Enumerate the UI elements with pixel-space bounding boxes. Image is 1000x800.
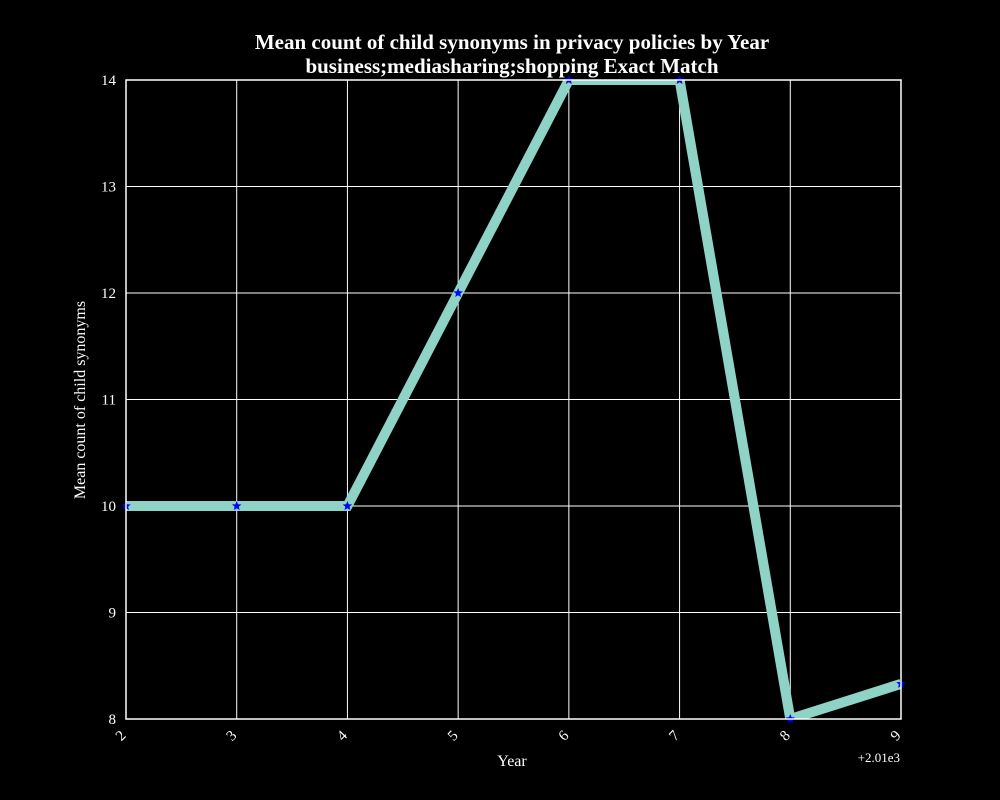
x-tick-label: 7	[666, 728, 683, 745]
y-tick-label: 10	[101, 499, 116, 515]
x-tick-label: 4	[334, 728, 351, 745]
data-point-marker	[453, 288, 463, 298]
y-tick-label: 14	[101, 73, 117, 89]
x-tick-label: 6	[556, 728, 573, 745]
x-tick-label: 3	[224, 728, 241, 745]
y-ticks: 8 9 10 11 12 13 14	[101, 73, 117, 728]
series-line	[126, 80, 901, 719]
y-tick-label: 9	[109, 606, 117, 622]
series-layer	[126, 80, 901, 719]
chart-subtitle: business;mediasharing;shopping Exact Mat…	[305, 54, 718, 78]
chart-title: Mean count of child synonyms in privacy …	[255, 30, 769, 54]
x-offset-label: +2.01e3	[858, 750, 900, 765]
data-point-marker	[231, 501, 242, 511]
x-tick-label: 5	[445, 728, 462, 745]
x-axis-label: Year	[497, 753, 527, 770]
y-tick-label: 8	[109, 712, 117, 728]
x-ticks: 2 3 4 5 6 7 8 9	[113, 728, 905, 745]
plot-frame	[125, 79, 902, 720]
y-tick-label: 12	[101, 286, 116, 302]
x-tick-label: 8	[777, 728, 794, 745]
x-tick-label: 9	[888, 728, 905, 745]
y-tick-label: 11	[102, 393, 116, 409]
data-point-marker	[342, 501, 353, 511]
x-tick-label: 2	[113, 728, 130, 745]
y-tick-label: 13	[101, 180, 116, 196]
y-axis-label: Mean count of child synonyms	[72, 301, 89, 499]
